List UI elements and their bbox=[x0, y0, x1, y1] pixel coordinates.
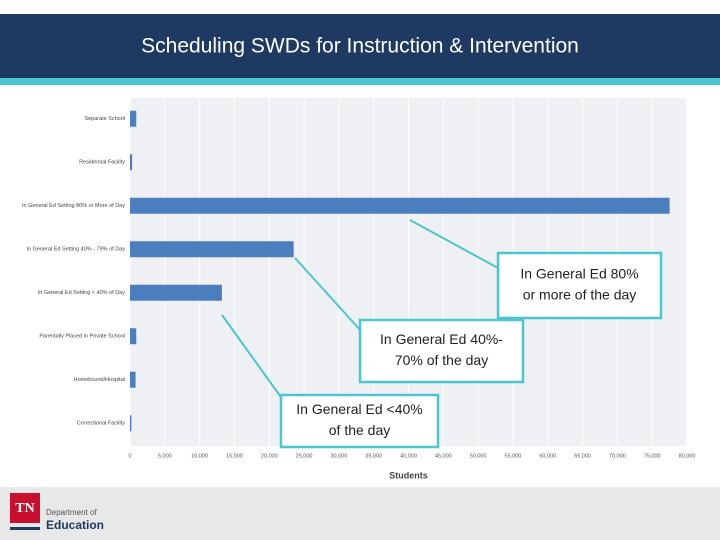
callout-leader bbox=[294, 257, 363, 333]
x-tick-label: 5,000 bbox=[158, 453, 172, 459]
bar bbox=[130, 241, 294, 258]
x-tick-label: 20,000 bbox=[261, 453, 278, 459]
callout-text: In General Ed 80% bbox=[520, 266, 638, 282]
callout-leader bbox=[221, 314, 284, 401]
bar bbox=[130, 110, 137, 127]
bar bbox=[130, 284, 222, 301]
x-tick-label: 15,000 bbox=[226, 453, 243, 459]
y-tick-label: Residential Facility bbox=[79, 160, 125, 166]
x-axis-title: Students bbox=[389, 470, 428, 480]
x-tick-label: 60,000 bbox=[539, 453, 556, 459]
callout-text: In General Ed <40% bbox=[296, 401, 422, 417]
callout-box bbox=[496, 251, 663, 320]
callouts: In General Ed 80% or more of the day In Ge… bbox=[221, 219, 663, 449]
x-tick-label: 70,000 bbox=[609, 453, 626, 459]
x-tick-label: 55,000 bbox=[505, 453, 522, 459]
x-tick-label: 35,000 bbox=[365, 453, 382, 459]
y-tick-label: In General Ed Setting 40% - 79% of Day bbox=[27, 247, 126, 253]
chart: 0 5,000 10,000 15,000 20,000 25,000 30,000 35,0… bbox=[22, 98, 695, 480]
header-band bbox=[0, 14, 720, 78]
callout-text: of the day bbox=[329, 422, 391, 438]
logo-line: Department of bbox=[46, 508, 97, 517]
y-tick-label: Homebound/Hospital bbox=[74, 377, 125, 383]
x-tick-label: 10,000 bbox=[191, 453, 208, 459]
bar bbox=[130, 371, 136, 388]
callout-box bbox=[358, 318, 525, 384]
x-tick-label: 65,000 bbox=[574, 453, 591, 459]
x-tick-label: 75,000 bbox=[644, 453, 661, 459]
slide-title: Scheduling SWDs for Instruction & Interv… bbox=[141, 35, 579, 58]
y-tick-label: Separate School bbox=[84, 116, 125, 122]
bar bbox=[130, 197, 670, 214]
x-tick-label: 25,000 bbox=[296, 453, 313, 459]
callout-text: In General Ed 40%- bbox=[380, 331, 503, 347]
callout-text: or more of the day bbox=[523, 287, 637, 303]
callout-text: 70% of the day bbox=[395, 352, 488, 368]
x-tick-label: 40,000 bbox=[400, 453, 417, 459]
footer-band bbox=[0, 487, 720, 540]
bar bbox=[130, 328, 137, 345]
y-tick-label: In General Ed Setting 80% or More of Day bbox=[22, 203, 125, 209]
x-tick-label: 50,000 bbox=[470, 453, 487, 459]
y-tick-label: Correctional Facility bbox=[77, 421, 126, 427]
callout-box bbox=[279, 393, 440, 449]
logo-line: Education bbox=[46, 518, 104, 532]
callout-leader bbox=[409, 219, 499, 269]
header-rule bbox=[0, 78, 720, 85]
y-tick-label: Parentally Placed in Private School bbox=[39, 334, 125, 340]
logo-rule bbox=[10, 527, 40, 530]
x-tick-label: 80,000 bbox=[679, 453, 696, 459]
x-tick-label: 0 bbox=[128, 453, 131, 459]
x-tick-label: 45,000 bbox=[435, 453, 452, 459]
y-tick-label: In General Ed Setting < 40% of Day bbox=[38, 290, 126, 296]
logo-text: TN bbox=[15, 501, 34, 516]
bar bbox=[130, 415, 132, 432]
logo-mark bbox=[10, 493, 40, 523]
bar bbox=[130, 154, 133, 171]
x-tick-label: 30,000 bbox=[330, 453, 347, 459]
